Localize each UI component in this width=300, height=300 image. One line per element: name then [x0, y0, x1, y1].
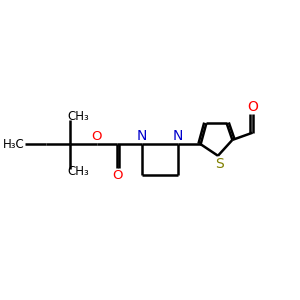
Text: CH₃: CH₃ [68, 165, 90, 178]
Text: S: S [215, 157, 224, 171]
Text: N: N [136, 130, 147, 143]
Text: O: O [92, 130, 102, 143]
Text: O: O [112, 169, 122, 182]
Text: N: N [172, 130, 183, 143]
Text: CH₃: CH₃ [68, 110, 90, 123]
Text: H₃C: H₃C [3, 138, 25, 151]
Text: O: O [248, 100, 259, 114]
